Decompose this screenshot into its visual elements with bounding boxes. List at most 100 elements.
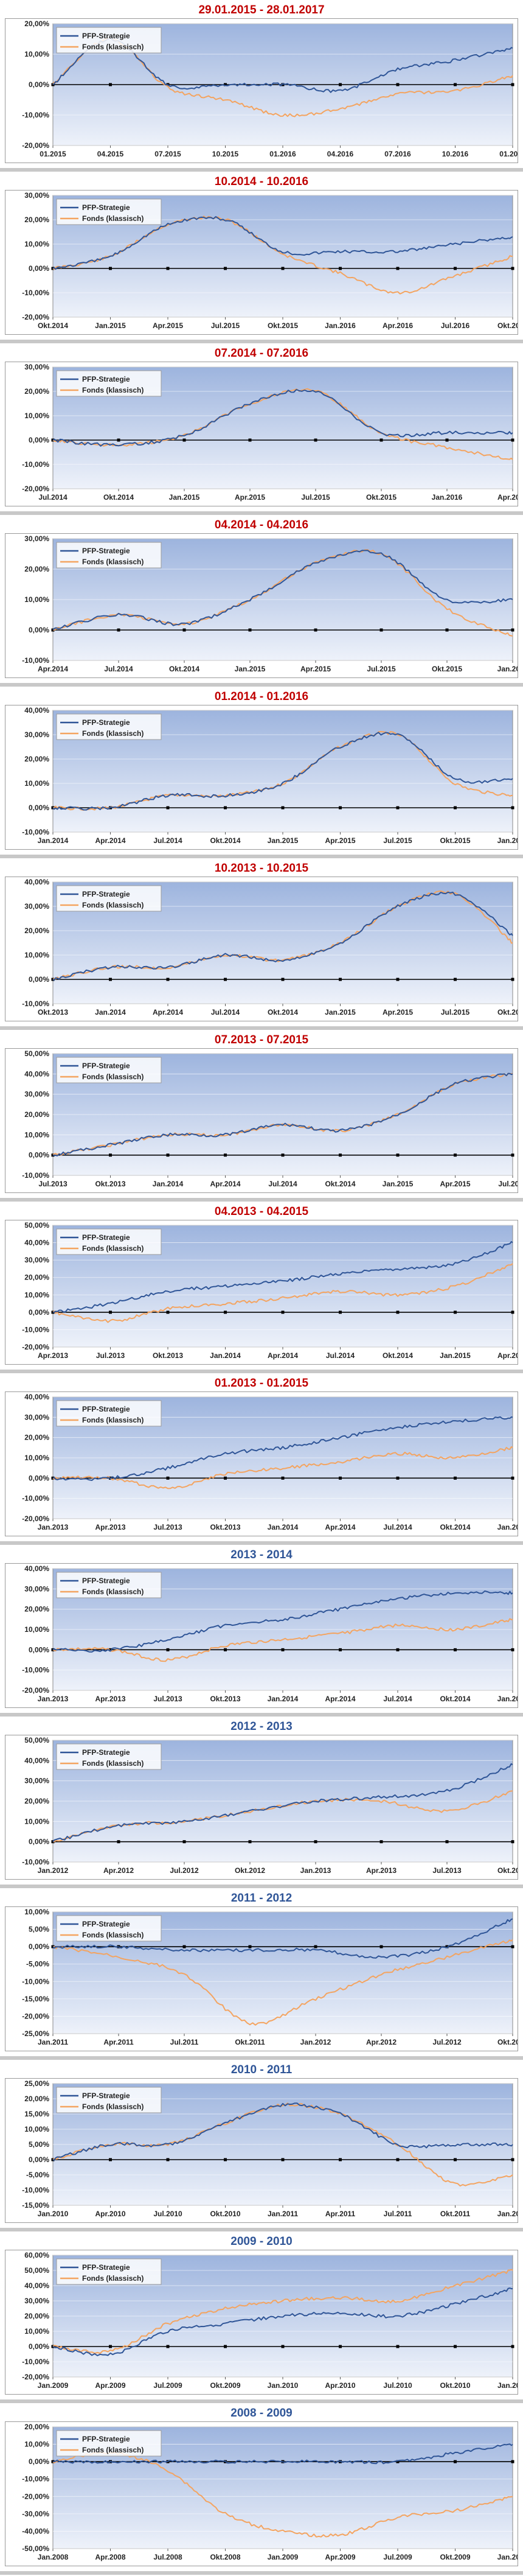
y-tick-label: 20,00% <box>24 2312 49 2320</box>
y-tick-label: -20,00% <box>22 1514 49 1523</box>
y-tick-label: -50,00% <box>22 2544 49 2553</box>
chart-title: 10.2013 - 10.2015 <box>214 862 309 875</box>
y-tick-label: -10,00% <box>22 2186 49 2194</box>
y-tick-label: 0,00% <box>29 2342 49 2351</box>
x-tick-label: Jan.2011 <box>38 2038 68 2046</box>
chart-panel: 2013 - 2014 40,00% 30,00% 20,00% 10,00% 0,00%… <box>0 1545 523 1717</box>
y-tick-label: 10,00% <box>24 951 49 959</box>
zero-line-marker <box>109 267 112 270</box>
zero-line-marker <box>454 1311 457 1314</box>
chart-frame: 20,00% 10,00% 0,00% -10,00% -20,00% -30,00% -4… <box>5 2421 523 2566</box>
x-tick-label: Okt.2015 <box>366 493 397 502</box>
y-tick-label: 10,00% <box>24 1290 49 1299</box>
chart-title: 07.2013 - 07.2015 <box>214 1034 309 1046</box>
y-tick-label: -10,00% <box>22 2357 49 2366</box>
x-tick-label: 10.2016 <box>442 150 469 158</box>
zero-line-marker <box>511 806 514 810</box>
zero-line-marker <box>379 1840 383 1844</box>
chart-svg: 30,00%20,00%10,00%0,00%-10,00%-20,00%Okt… <box>22 191 523 330</box>
zero-line-marker <box>314 1840 317 1844</box>
y-tick-label: 10,00% <box>24 2440 49 2449</box>
x-tick-label: Okt.2015 <box>432 665 462 673</box>
series-line-fund <box>52 549 513 637</box>
x-tick-label: Okt.2013 <box>95 1180 125 1188</box>
x-tick-label: Okt.2016 <box>497 321 518 330</box>
legend-box <box>56 2258 162 2285</box>
zero-line-marker <box>511 83 514 86</box>
zero-line-marker <box>379 1945 383 1948</box>
x-tick-label: Jul.2014 <box>383 1695 412 1703</box>
chart-svg: 30,00%20,00%10,00%0,00%-10,00%-20,00%Jul… <box>22 363 523 502</box>
x-tick-label: Okt.2015 <box>268 321 298 330</box>
y-tick-label: 40,00% <box>24 2281 49 2290</box>
legend-label-strategy: PFP-Strategie <box>82 2435 130 2443</box>
y-tick-label: 10,00% <box>24 1908 49 1916</box>
y-tick-label: 20,00% <box>24 1273 49 1282</box>
y-tick-label: -20,00% <box>22 2012 49 2020</box>
zero-line-marker <box>224 267 227 270</box>
y-tick-label: 20,00% <box>24 2423 49 2431</box>
x-tick-label: Jul.2013 <box>153 1523 182 1531</box>
x-tick-label: Okt.2014 <box>38 321 68 330</box>
zero-line-marker <box>109 2345 112 2348</box>
y-tick-label: -10,00% <box>22 1666 49 1675</box>
x-tick-label: Jan.2013 <box>38 1523 69 1531</box>
legend-label-strategy: PFP-Strategie <box>82 890 130 898</box>
y-tick-label: 20,00% <box>24 2095 49 2103</box>
chart-panel: 10.2013 - 10.2015 40,00% 30,00% 20,00% 10,00… <box>0 858 523 1030</box>
zero-line-marker <box>166 267 170 270</box>
y-tick-label: -10,00% <box>22 999 49 1008</box>
zero-line-marker <box>396 1153 400 1157</box>
zero-line-marker <box>396 978 400 981</box>
x-tick-label: Jul.2014 <box>104 665 133 673</box>
chart-svg: 60,00% 50,00% 40,00% 30,00% 20,00% 10,00% 0,00… <box>22 2251 523 2390</box>
y-tick-label: -10,00% <box>22 1858 49 1866</box>
x-tick-label: Okt.2013 <box>210 1523 240 1531</box>
y-tick-label: 0,00% <box>29 2155 49 2164</box>
chart-title: 2011 - 2012 <box>230 1892 293 1905</box>
zero-line-marker <box>248 628 252 632</box>
x-tick-label: Apr.2016 <box>497 493 518 502</box>
zero-line-marker <box>281 267 285 270</box>
x-tick-label: Jan.2015 <box>440 1351 471 1360</box>
y-tick-label: 30,00% <box>24 902 49 911</box>
y-tick-label: 30,00% <box>24 191 49 200</box>
legend-label-fund: Fonds (klassisch) <box>82 1759 144 1768</box>
y-tick-label: 30,00% <box>24 1090 49 1099</box>
zero-line-marker <box>511 1945 514 1948</box>
zero-line-marker <box>166 978 170 981</box>
chart-panel: 2010 - 2011 25,00% 20,00% 15,00% 10,00% 5,00%… <box>0 2060 523 2231</box>
y-tick-label: 10,00% <box>24 50 49 58</box>
zero-line-marker <box>224 1648 227 1651</box>
chart-title: 2008 - 2009 <box>230 2407 293 2420</box>
y-tick-label: 50,00% <box>24 1736 49 1745</box>
y-tick-label: -10,00% <box>22 111 49 119</box>
y-tick-label: 40,00% <box>24 1239 49 1247</box>
chart-title: 2010 - 2011 <box>230 2063 293 2076</box>
y-tick-label: 20,00% <box>24 565 49 573</box>
legend-label-strategy: PFP-Strategie <box>82 1405 130 1413</box>
y-tick-label: -10,00% <box>22 289 49 297</box>
series-line-strategy <box>52 1073 513 1157</box>
panel-separator <box>0 2228 523 2231</box>
x-tick-label: Apr.2008 <box>95 2553 125 2561</box>
legend-label-strategy: PFP-Strategie <box>82 547 130 555</box>
zero-line-marker <box>248 1945 252 1948</box>
x-tick-label: Jul.2013 <box>38 1180 68 1188</box>
zero-line-marker <box>166 1311 170 1314</box>
chart-panel: 2008 - 2009 20,00% 10,00% 0,00% -10,00% -20,0… <box>0 2403 523 2575</box>
y-tick-label: 0,00% <box>29 436 49 444</box>
chart-frame: 60,00% 50,00% 40,00% 30,00% 20,00% 10,00% 0,00… <box>5 2250 523 2395</box>
zero-line-marker <box>396 2158 400 2161</box>
x-tick-label: Jan.2015 <box>235 665 266 673</box>
zero-line-marker <box>109 1311 112 1314</box>
panel-separator <box>0 1713 523 1717</box>
legend-box <box>56 27 162 54</box>
x-tick-label: Okt.2009 <box>440 2553 470 2561</box>
y-tick-label: 40,00% <box>24 1069 49 1078</box>
x-tick-label: Jul.2015 <box>441 1008 470 1017</box>
zero-line-marker <box>281 978 285 981</box>
y-tick-label: -25,00% <box>22 2029 49 2038</box>
series-line-strategy <box>52 1241 513 1313</box>
x-tick-label: Okt.2014 <box>103 493 134 502</box>
